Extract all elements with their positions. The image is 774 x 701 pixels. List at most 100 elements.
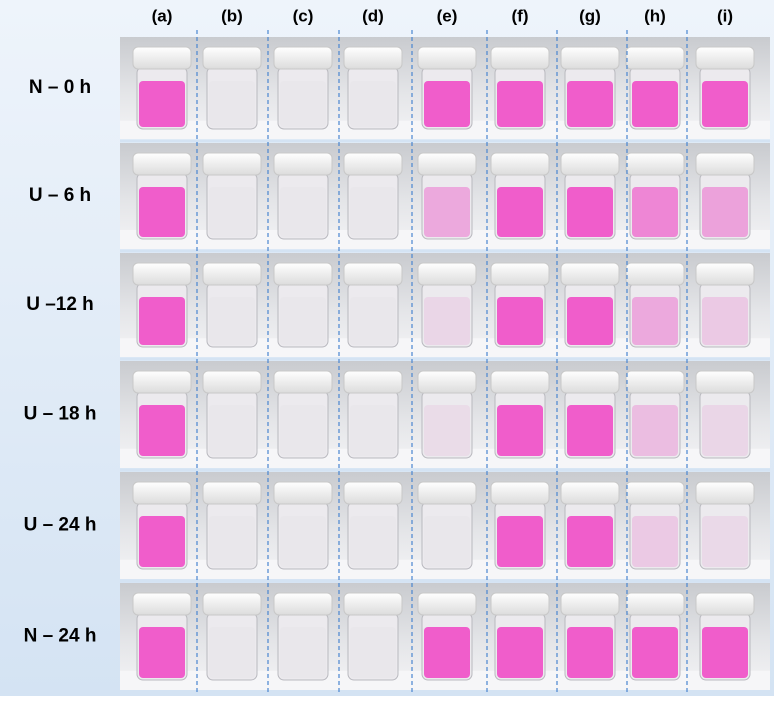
liquid [632,187,678,237]
vial-cap [695,481,755,505]
liquid [702,627,748,678]
column-label: (h) [644,6,666,25]
vial-cap [343,46,403,70]
liquid [497,516,543,567]
vial-cap [273,481,333,505]
vial-cap [132,152,192,176]
vial-cap [490,481,550,505]
vial-cap [695,46,755,70]
liquid [139,405,185,456]
photo-grid [120,30,770,694]
column-label: (g) [579,6,601,25]
liquid [350,405,396,456]
liquid [280,297,326,345]
liquid [632,516,678,567]
liquid [632,627,678,678]
vial-cap [202,46,262,70]
row-label: N – 24 h [24,626,97,647]
liquid [424,405,470,456]
vial-cap [625,46,685,70]
vial-cap [273,592,333,616]
vial-cap [695,152,755,176]
row-label: U – 24 h [24,515,97,536]
vial-cap [695,370,755,394]
vial-cap [343,152,403,176]
liquid [424,297,470,345]
vial-cap [560,592,620,616]
vial-cap [132,370,192,394]
vial-cap [273,370,333,394]
liquid [567,627,613,678]
liquid [702,516,748,567]
vial-cap [625,481,685,505]
labels: N – 0 h U – 6 h U –12 h U – 18 h U – 24 h N –… [24,6,733,646]
column-label: (e) [437,6,458,25]
vial-cap [490,46,550,70]
liquid [209,81,255,127]
vial-cap [202,262,262,286]
liquid [139,516,185,567]
liquid [139,81,185,127]
vial-cap [132,262,192,286]
vial-cap [560,481,620,505]
vial-cap [132,46,192,70]
liquid [280,81,326,127]
vial-cap [560,46,620,70]
vial-cap [202,370,262,394]
row-label: N – 0 h [29,77,91,98]
liquid [632,405,678,456]
liquid [567,81,613,127]
liquid [424,81,470,127]
vial-cap [273,152,333,176]
liquid [280,627,326,678]
liquid [139,187,185,237]
liquid [209,405,255,456]
vial-cap [202,152,262,176]
liquid [567,516,613,567]
liquid [632,297,678,345]
column-label: (f) [512,6,529,25]
vial-cap [202,481,262,505]
vial-cap [343,262,403,286]
liquid [424,516,470,567]
vial-cap [343,481,403,505]
liquid [424,187,470,237]
liquid [567,405,613,456]
liquid [139,627,185,678]
liquid [702,81,748,127]
liquid [497,187,543,237]
liquid [350,81,396,127]
row-label: U – 6 h [29,185,91,206]
liquid [280,516,326,567]
vial-cap [695,592,755,616]
liquid [350,297,396,345]
vial-cap [417,370,477,394]
liquid [209,297,255,345]
vial-cap [560,370,620,394]
vial-cap [625,262,685,286]
liquid [350,627,396,678]
liquid [497,297,543,345]
liquid [702,187,748,237]
vial-cap [490,592,550,616]
liquid [209,516,255,567]
vial-cap [417,46,477,70]
vial-cap [417,481,477,505]
liquid [209,187,255,237]
vial-cap [695,262,755,286]
liquid [497,81,543,127]
liquid [702,405,748,456]
column-label: (c) [293,6,314,25]
vial-cap [490,152,550,176]
vial-cap [625,592,685,616]
liquid [280,187,326,237]
column-label: (b) [221,6,243,25]
liquid [424,627,470,678]
vial-cap [625,370,685,394]
vial-cap [417,152,477,176]
column-label: (i) [717,6,733,25]
vial-cap [560,262,620,286]
vial-cap [132,592,192,616]
liquid [702,297,748,345]
